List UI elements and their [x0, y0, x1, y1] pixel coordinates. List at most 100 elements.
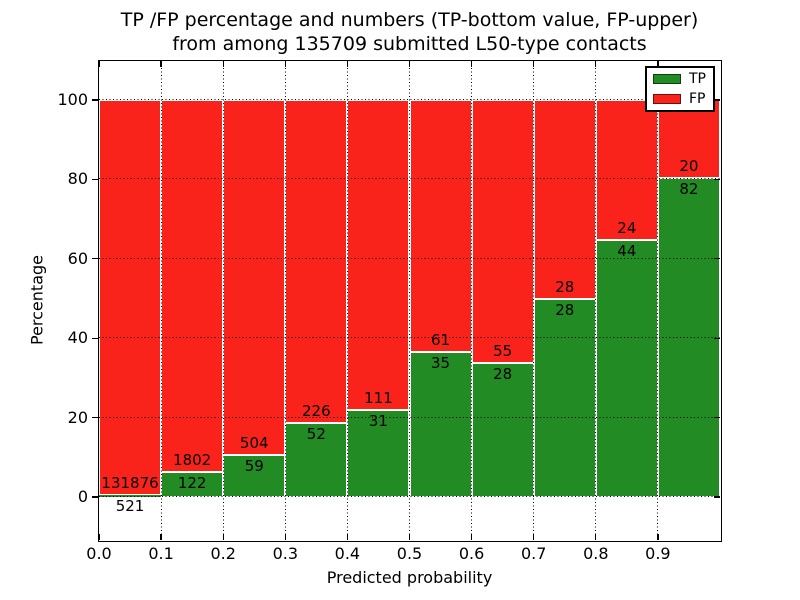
tp-count-label: 44	[617, 242, 637, 261]
legend-label-fp: FP	[689, 91, 706, 107]
x-tick	[160, 534, 162, 540]
fp-count-label: 131876	[101, 474, 159, 493]
x-tick	[284, 534, 286, 540]
y-tick	[92, 258, 99, 260]
v-gridline	[346, 61, 348, 540]
v-gridline	[657, 61, 659, 540]
v-gridline	[533, 61, 535, 540]
x-tick-label: 0.9	[645, 544, 671, 563]
x-tick-top	[346, 61, 349, 67]
x-axis-label: Predicted probability	[326, 568, 493, 587]
fp-bar-segment	[285, 100, 348, 423]
fp-count-label: 504	[239, 434, 269, 453]
x-tick	[657, 534, 659, 540]
tp-count-label: 28	[493, 365, 513, 384]
x-tick	[98, 534, 100, 540]
tp-count-label: 122	[177, 473, 207, 492]
legend-swatch-tp	[653, 74, 681, 84]
y-tick	[92, 416, 99, 419]
x-tick-top	[657, 61, 659, 67]
x-tick-label: 0.3	[272, 544, 299, 563]
v-gridline	[409, 61, 410, 540]
x-tick	[346, 534, 349, 540]
fp-count-label: 24	[617, 219, 637, 238]
tp-count-label: 35	[431, 354, 451, 373]
fp-bar-segment	[533, 100, 596, 299]
fp-bar-segment	[471, 100, 534, 364]
x-tick-top	[533, 61, 535, 67]
tp-count-label: 521	[115, 497, 145, 516]
tp-count-label: 52	[306, 424, 326, 443]
y-tick-right	[714, 178, 720, 181]
tp-count-label: 82	[679, 179, 699, 198]
fp-count-label: 55	[493, 342, 513, 361]
x-tick-label: 0.7	[520, 544, 547, 563]
fp-count-label: 226	[302, 401, 331, 420]
y-tick	[92, 337, 99, 339]
y-tick	[92, 496, 99, 498]
v-gridline	[284, 61, 286, 540]
x-tick-label: 0.0	[86, 544, 112, 563]
fp-count-label: 61	[431, 331, 451, 350]
legend: TP FP	[645, 66, 715, 112]
y-tick	[92, 99, 99, 101]
x-tick-label: 0.4	[334, 544, 361, 563]
tp-count-label: 31	[368, 412, 388, 431]
y-tick-right	[714, 496, 720, 498]
legend-swatch-fp	[653, 94, 681, 104]
y-tick-right	[714, 99, 720, 101]
y-tick	[92, 178, 99, 181]
x-tick-label: 0.1	[148, 544, 174, 563]
fp-bar-segment	[99, 100, 162, 496]
y-tick-label: 0	[77, 487, 88, 506]
v-gridline	[471, 61, 473, 540]
v-gridline	[222, 61, 224, 540]
fp-bar-segment	[347, 100, 410, 411]
fp-count-label: 28	[555, 277, 575, 296]
tp-bar-segment	[409, 352, 472, 497]
fp-count-label: 111	[364, 389, 393, 408]
plot-area: 131876 521 1802 122 504 59 226 52 111 31 61 35 55 28 2…	[97, 59, 722, 542]
y-tick-label: 40	[67, 328, 88, 348]
x-tick-top	[408, 61, 411, 67]
chart-title-line1: TP /FP percentage and numbers (TP-bottom…	[120, 9, 699, 31]
x-tick	[222, 534, 224, 540]
x-tick-label: 0.8	[583, 544, 609, 563]
y-tick-label: 60	[67, 248, 88, 268]
x-tick-top	[222, 61, 224, 67]
fp-bar-segment	[595, 100, 658, 241]
tp-bar-segment	[471, 363, 534, 497]
tp-bar-segment	[533, 298, 596, 497]
chart-title-line2: from among 135709 submitted L50-type con…	[172, 33, 647, 55]
tp-bar-segment	[223, 455, 286, 497]
tp-bar-segment	[285, 422, 348, 497]
x-tick-top	[470, 61, 473, 67]
x-tick	[408, 534, 411, 540]
v-gridline	[160, 61, 162, 540]
y-tick-right	[714, 337, 720, 339]
x-tick-label: 0.6	[458, 544, 485, 563]
x-tick-label: 0.2	[210, 544, 236, 563]
y-tick-label: 20	[67, 407, 88, 427]
tp-count-label: 28	[555, 300, 575, 319]
legend-label-tp: TP	[689, 71, 706, 87]
v-gridline	[595, 61, 597, 540]
x-tick-top	[595, 61, 597, 67]
fp-bar-segment	[409, 100, 472, 353]
x-tick-top	[160, 61, 162, 67]
fp-bar-segment	[223, 100, 286, 456]
x-tick	[470, 534, 473, 540]
fp-count-label: 1802	[173, 450, 212, 469]
tp-count-label: 59	[244, 457, 264, 476]
tp-bar-segment	[347, 410, 410, 497]
y-tick-right	[714, 258, 720, 260]
fp-bar-segment	[657, 100, 720, 178]
chart-title: TP /FP percentage and numbers (TP-bottom…	[99, 8, 720, 56]
y-tick-label: 80	[67, 169, 88, 189]
x-tick	[595, 534, 597, 540]
x-tick-top	[98, 61, 100, 67]
y-tick-right	[714, 416, 720, 419]
x-tick	[533, 534, 535, 540]
legend-item: FP	[653, 92, 707, 106]
